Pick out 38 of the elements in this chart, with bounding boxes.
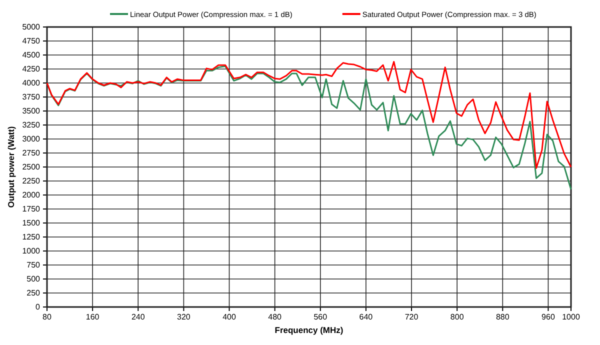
x-tick-label: 640	[359, 312, 374, 322]
y-tick-label: 3500	[22, 106, 41, 116]
x-tick-label: 960	[542, 312, 556, 322]
y-tick-label: 2250	[22, 176, 41, 186]
x-tick-label: 400	[222, 312, 236, 322]
x-tick-label: 240	[131, 312, 146, 322]
y-tick-label: 4250	[22, 64, 41, 74]
y-tick-label: 4000	[22, 78, 41, 88]
y-axis-title: Output power (Watt)	[6, 126, 16, 208]
y-tick-label: 3250	[22, 120, 41, 130]
y-tick-label: 3000	[22, 134, 41, 144]
x-tick-label: 800	[450, 312, 464, 322]
line-series	[46, 60, 572, 169]
y-tick-label: 0	[36, 302, 41, 312]
x-tick-label: 480	[268, 312, 282, 322]
y-tick-label: 1000	[22, 246, 41, 256]
x-tick-label: 80	[42, 312, 52, 322]
y-tick-label: 4500	[22, 50, 41, 60]
y-tick-label: 750	[26, 260, 41, 270]
x-tick-label: 1000	[562, 312, 580, 322]
y-tick-label: 5000	[22, 22, 41, 32]
x-tick-label: 320	[177, 312, 191, 322]
x-tick-label: 160	[86, 312, 100, 322]
y-tick-label: 250	[26, 288, 41, 298]
x-tick-label: 880	[496, 312, 510, 322]
y-tick-label: 2500	[22, 162, 41, 172]
y-tick-label: 4750	[22, 36, 41, 46]
y-tick-label: 500	[26, 274, 41, 284]
y-tick-label: 2000	[22, 190, 41, 200]
y-tick-label: 3750	[22, 92, 41, 102]
y-tick-label: 1250	[22, 232, 41, 242]
line-series	[46, 65, 572, 190]
y-tick-label: 2750	[22, 148, 41, 158]
x-axis-title: Frequency (MHz)	[274, 325, 344, 335]
y-tick-label: 1750	[22, 204, 41, 214]
y-tick-label: 1500	[22, 218, 41, 228]
x-tick-label: 560	[314, 312, 328, 322]
x-tick-label: 720	[404, 312, 419, 322]
